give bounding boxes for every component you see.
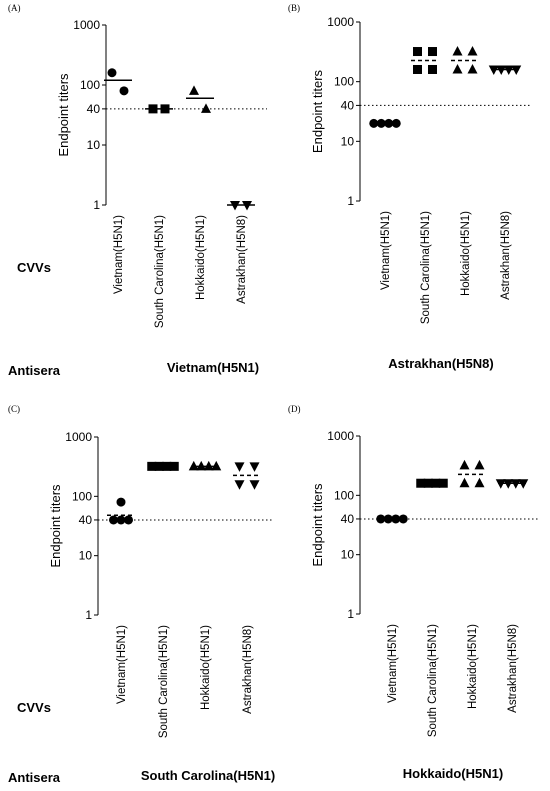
- y-tick-label: 40: [341, 98, 355, 112]
- category-label: Astrakhan(H5N8): [242, 625, 254, 714]
- y-axis-title: Endpoint titers: [48, 484, 63, 568]
- series-group: [458, 459, 486, 488]
- data-point: [413, 64, 422, 74]
- category-label: Astrakhan(H5N8): [500, 211, 512, 300]
- category-label: Vietnam(H5N1): [380, 211, 392, 290]
- data-point: [124, 515, 133, 525]
- category-label: Vietnam(H5N1): [116, 625, 128, 704]
- data-point: [201, 103, 211, 113]
- y-tick-label: 1000: [65, 430, 92, 444]
- category-label: Vietnam(H5N1): [113, 215, 125, 294]
- data-point: [452, 46, 463, 56]
- series-group: [488, 65, 522, 75]
- antisera-label: Hokkaido(H5N1): [403, 766, 503, 781]
- y-tick-label: 100: [80, 78, 100, 92]
- category-label: Vietnam(H5N1): [387, 624, 399, 703]
- category-label: Hokkaido(H5N1): [195, 215, 207, 300]
- series-group: [233, 462, 261, 490]
- y-tick-label: 1000: [327, 15, 354, 29]
- y-tick-label: 100: [334, 75, 354, 89]
- y-tick-label: 10: [341, 548, 355, 562]
- y-axis-title: Endpoint titers: [56, 73, 71, 157]
- series-group: [227, 201, 255, 211]
- panel-label: (C): [8, 404, 20, 414]
- data-point: [467, 46, 478, 56]
- category-label: South Carolina(H5N1): [427, 624, 439, 737]
- y-axis-title: Endpoint titers: [310, 483, 325, 567]
- series-group: [186, 85, 214, 113]
- data-point: [474, 459, 485, 470]
- series-group: [451, 46, 479, 74]
- cvvs-label-bottom: CVVs: [17, 700, 51, 715]
- data-point: [459, 459, 470, 470]
- data-point: [107, 68, 117, 78]
- data-point: [428, 47, 437, 57]
- y-tick-label: 40: [79, 513, 93, 527]
- antisera-label: Astrakhan(H5N8): [388, 356, 493, 371]
- y-tick-label: 1: [347, 194, 354, 208]
- series-group: [147, 461, 179, 471]
- series-group: [376, 514, 408, 524]
- y-tick-label: 100: [72, 489, 92, 503]
- data-point: [249, 480, 260, 490]
- y-axis-title: Endpoint titers: [310, 69, 325, 153]
- panel-d: (D) 1 10 40 100 1000 Endpoint titers Vietnam(H5…: [288, 404, 538, 781]
- panel-label: (D): [288, 404, 301, 414]
- antisera-label-top: Antisera: [8, 363, 61, 378]
- series-group: [369, 118, 401, 128]
- data-point: [474, 477, 485, 488]
- y-tick-label: 10: [87, 138, 101, 152]
- y-tick-label: 10: [341, 134, 355, 148]
- series-group: [107, 497, 135, 525]
- y-tick-label: 1: [85, 608, 92, 622]
- cvvs-label-top: CVVs: [17, 260, 51, 275]
- panel-label: (B): [288, 3, 300, 13]
- data-point: [119, 86, 129, 96]
- antisera-label: Vietnam(H5N1): [167, 360, 259, 375]
- data-point: [116, 497, 126, 507]
- data-point: [467, 63, 478, 74]
- data-point: [249, 462, 260, 472]
- data-point: [428, 64, 437, 74]
- data-point: [189, 85, 199, 95]
- y-tick-label: 1: [347, 607, 354, 621]
- y-tick-label: 1: [93, 198, 100, 212]
- series-group: [145, 104, 173, 114]
- panel-a: (A) 1 10 40 100 1000 Endpoint titers Vietnam(H5…: [8, 3, 267, 375]
- y-tick-label: 10: [79, 549, 93, 563]
- series-group: [411, 47, 439, 74]
- data-point: [234, 462, 245, 472]
- category-label: South Carolina(H5N1): [154, 215, 166, 328]
- series-group: [104, 68, 132, 96]
- data-point: [459, 477, 470, 488]
- series-group: [416, 478, 448, 488]
- series-group: [495, 479, 529, 489]
- y-tick-label: 40: [341, 512, 355, 526]
- data-point: [234, 480, 245, 490]
- antisera-label: South Carolina(H5N1): [141, 768, 275, 783]
- y-tick-label: 40: [87, 102, 101, 116]
- data-point: [413, 47, 422, 57]
- panel-label: (A): [8, 3, 21, 13]
- panel-b: (B) 1 10 40 100 1000 Endpoint titers Vietnam(H5…: [288, 3, 531, 371]
- category-label: South Carolina(H5N1): [158, 625, 170, 738]
- data-point: [109, 515, 118, 525]
- y-tick-label: 1000: [327, 429, 354, 443]
- series-group: [188, 460, 222, 471]
- category-label: South Carolina(H5N1): [420, 211, 432, 324]
- data-point: [116, 515, 126, 525]
- antisera-label-bottom: Antisera: [8, 770, 61, 785]
- category-label: Astrakhan(H5N8): [236, 215, 248, 304]
- category-label: Hokkaido(H5N1): [200, 625, 212, 710]
- category-label: Hokkaido(H5N1): [467, 624, 479, 709]
- y-tick-label: 100: [334, 488, 354, 502]
- y-tick-label: 1000: [73, 18, 100, 32]
- category-label: Astrakhan(H5N8): [507, 624, 519, 713]
- panel-c: (C) 1 10 40 100 1000 Endpoint titers Vietnam(H5…: [8, 404, 275, 783]
- data-point: [452, 63, 463, 74]
- category-label: Hokkaido(H5N1): [460, 211, 472, 296]
